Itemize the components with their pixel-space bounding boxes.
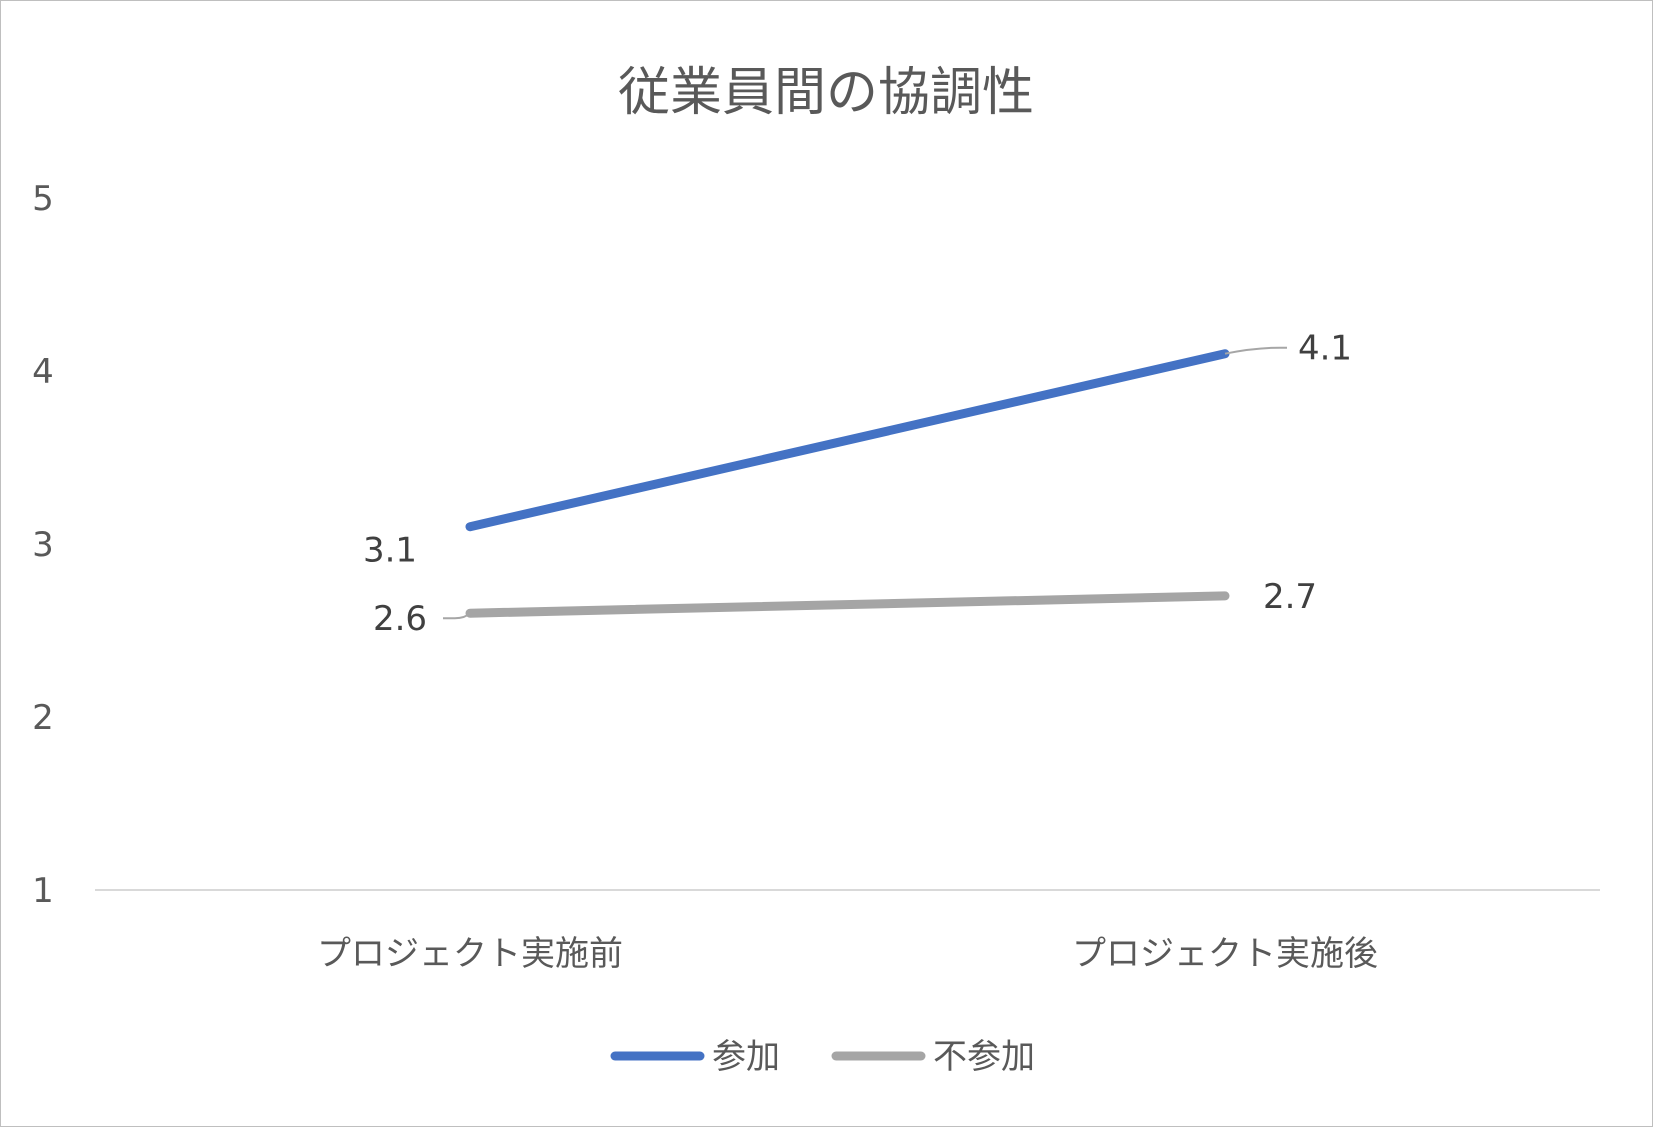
legend-label: 参加 [712,1037,780,1077]
data-label: 2.7 [1263,577,1317,617]
chart-title: 従業員間の協調性 [618,63,1034,123]
data-label: 3.1 [363,531,417,571]
x-tick-label: プロジェクト実施前 [317,934,623,974]
y-tick-label: 3 [32,525,54,565]
series-layer: 3.1 4.1 2.6 2.7 [363,329,1352,640]
data-label: 4.1 [1298,329,1352,369]
y-axis-ticks: 1 2 3 4 5 [32,179,54,911]
series-line-1 [465,591,1230,618]
legend-label: 不参加 [933,1037,1035,1077]
y-tick-label: 2 [32,698,54,738]
leader-line [1224,346,1287,355]
y-tick-label: 1 [32,871,54,911]
y-tick-label: 4 [32,352,54,392]
y-tick-label: 5 [32,179,54,219]
x-tick-label: プロジェクト実施後 [1072,934,1378,974]
legend: 参加 不参加 [610,1037,1035,1077]
leader-line [443,612,471,620]
data-label: 2.6 [373,599,427,639]
series-line-0 [465,349,1230,532]
x-axis: プロジェクト実施前 プロジェクト実施後 [95,889,1600,974]
